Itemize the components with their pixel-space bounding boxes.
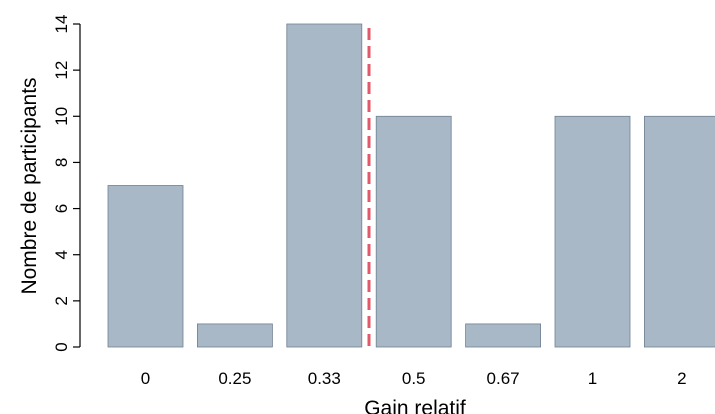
bar — [107, 185, 184, 348]
y-tick-label: 0 — [52, 342, 71, 351]
y-tick-label: 10 — [52, 107, 71, 126]
x-tick-label: 2 — [677, 369, 686, 388]
y-tick-label: 8 — [52, 158, 71, 167]
x-tick-label: 0.67 — [487, 369, 520, 388]
bar — [196, 323, 273, 348]
y-tick-label: 4 — [52, 250, 71, 259]
bar — [286, 23, 363, 348]
y-tick-label: 6 — [52, 204, 71, 213]
x-axis-labels: 0 0.25 0.33 0.5 0.67 1 2 — [141, 369, 687, 388]
y-axis-title: Nombre de participants — [18, 77, 41, 294]
x-axis-title: Gain relatif — [364, 397, 466, 414]
bar — [375, 115, 452, 348]
y-tick-label: 2 — [52, 296, 71, 305]
x-tick-label: 0.5 — [402, 369, 426, 388]
bar — [465, 323, 542, 348]
bars — [107, 23, 715, 348]
x-tick-label: 0.33 — [308, 369, 341, 388]
bar — [644, 115, 715, 348]
x-tick-label: 1 — [588, 369, 597, 388]
y-axis: 0 2 4 6 8 10 12 14 — [52, 15, 81, 352]
y-tick-label: 12 — [52, 61, 71, 80]
bar — [554, 115, 631, 348]
y-tick-label: 14 — [52, 15, 71, 34]
x-tick-label: 0 — [141, 369, 150, 388]
x-tick-label: 0.25 — [218, 369, 251, 388]
